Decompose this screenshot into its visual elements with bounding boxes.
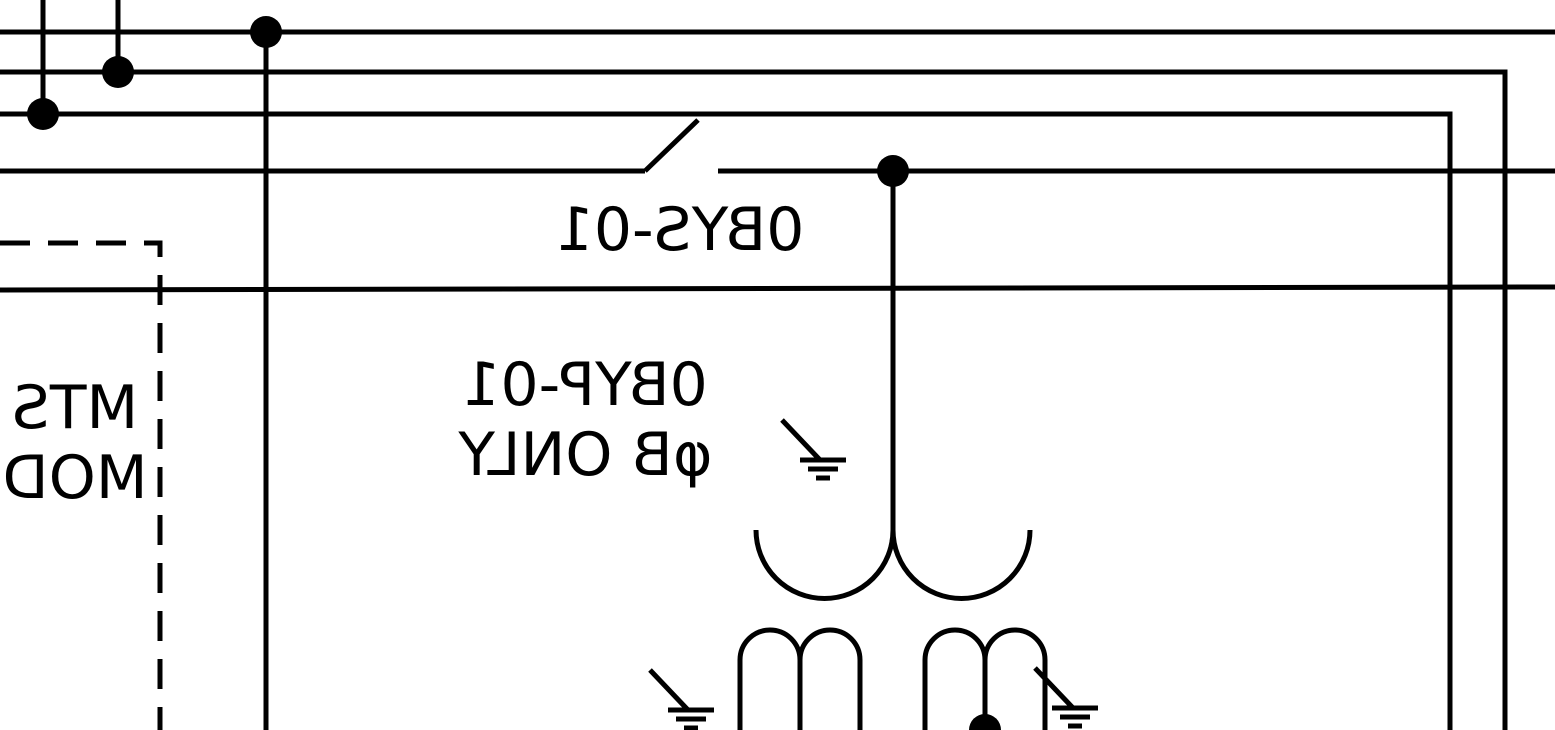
module-label-line1: MTS (12, 373, 139, 443)
bus-line-2 (0, 69, 1508, 730)
module-label-line2: MOD (2, 443, 147, 513)
ground-icon (780, 418, 846, 481)
transformer-label-line2: φB ONLY (458, 420, 712, 490)
transformer-secondary-coil-right (922, 627, 1048, 730)
ground-icon (1033, 666, 1098, 729)
bus-line-5 (0, 284, 1555, 293)
junction-dot (250, 16, 282, 48)
switch-label: 0BYS-01 (556, 195, 805, 265)
transformer-label-line1: 0BYP-01 (462, 350, 708, 420)
junction-dot (27, 98, 59, 130)
transformer-secondary-coil-left (737, 627, 863, 730)
transformer-primary-left-coil (753, 529, 896, 601)
junction-dot (102, 56, 134, 88)
module-dashed-boundary (0, 240, 163, 730)
switch-blade (643, 118, 700, 173)
junction-dot (969, 714, 1001, 730)
bus-line-3 (0, 111, 1453, 730)
ground-icon (648, 668, 714, 730)
transformer-primary-right-coil (890, 529, 1033, 601)
